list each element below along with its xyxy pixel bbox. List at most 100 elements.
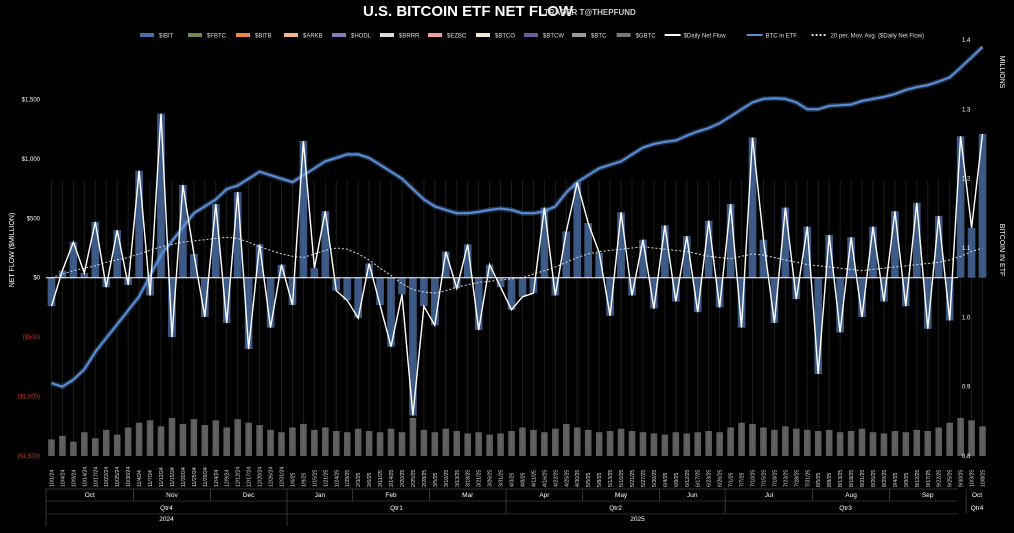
- x-tick-label: 9/22/25: [937, 470, 943, 487]
- legend-item: $HODL: [332, 33, 372, 40]
- chart-title: U.S. BITCOIN ETF NET FLOW: [363, 3, 574, 20]
- volume-bar: [782, 426, 789, 456]
- chart-axes: $1,500 $1,000 $500 $0 ($500) ($1,000) ($1,500)…: [18, 38, 971, 460]
- flow-bars: [47, 113, 987, 416]
- x-tick-label: 12/9/24: [225, 470, 231, 487]
- legend-swatch: [332, 33, 346, 37]
- flow-bar: [69, 242, 78, 278]
- flow-bar: [431, 277, 439, 326]
- volume-bar: [749, 423, 756, 456]
- volume-bar: [617, 428, 625, 456]
- legend-label: $EZBC: [447, 34, 467, 40]
- volume-bar: [300, 423, 307, 456]
- quarter-label: Qtr1: [390, 505, 403, 512]
- volume-bar: [803, 429, 811, 456]
- flow-bar: [803, 226, 812, 278]
- y-tick-label: ($1,500): [18, 454, 40, 460]
- flow-bar: [748, 137, 757, 278]
- legend-swatch: [428, 33, 442, 37]
- x-tick-label: 10/17/24: [93, 467, 99, 487]
- flow-bar: [923, 277, 932, 329]
- volume-bar: [113, 434, 121, 456]
- legend-item: $BTCW: [524, 33, 564, 40]
- x-tick-label: 12/4/24: [214, 470, 220, 487]
- legend-label: $GBTC: [636, 34, 657, 40]
- flow-bar: [880, 277, 888, 302]
- legend-label: $BTCW: [543, 34, 564, 40]
- volume-bar: [48, 439, 55, 456]
- volume-bar: [190, 419, 198, 456]
- x-tick-label: 8/13/25: [838, 470, 844, 487]
- flow-bar: [518, 277, 527, 297]
- flow-bar: [759, 239, 768, 278]
- legend-label: 20 per. Mov. Avg. ($Daily Net Flow): [831, 34, 924, 40]
- volume-bar: [245, 422, 252, 456]
- x-tick-label: 12/20/24: [258, 467, 264, 487]
- flow-bar: [80, 272, 89, 278]
- flow-bar: [496, 277, 505, 288]
- volume-bar: [880, 433, 888, 456]
- x-tick-label: 6/26/25: [718, 470, 724, 487]
- y2-axis-label: BITCOIN IN ETF: [998, 224, 1005, 277]
- flow-bar: [726, 204, 735, 278]
- x-tick-label: 9/4/25: [893, 472, 899, 487]
- volume-bar: [464, 433, 471, 456]
- x-tick-label: 8/26/25: [871, 470, 877, 487]
- x-tick-label: 3/21/25: [477, 470, 483, 487]
- legend-label: $FBTC: [207, 34, 227, 40]
- volume-bar: [212, 420, 220, 456]
- volume-bar: [771, 429, 778, 456]
- x-tick-label: 3/26/25: [488, 470, 494, 487]
- volume-bar: [486, 434, 493, 456]
- flow-bar: [704, 220, 713, 278]
- volume-bar: [793, 428, 800, 456]
- x-tick-label: 5/21/25: [630, 470, 636, 487]
- legend-item: $IBIT: [140, 33, 174, 40]
- flow-bar: [639, 239, 647, 278]
- volume-bar: [508, 431, 515, 456]
- x-tick-label: 11/7/24: [148, 470, 154, 487]
- x-tick-label: 3/31/25: [499, 470, 505, 487]
- flow-bar: [562, 231, 571, 278]
- flow-bar: [551, 277, 560, 296]
- month-label: Jan: [315, 492, 326, 499]
- x-tick-label: 5/5/25: [586, 472, 592, 487]
- series-lines: [50, 45, 985, 416]
- x-tick-label: 9/30/25: [959, 470, 965, 487]
- legend-label: $IBIT: [159, 34, 174, 40]
- x-tick-label: 10/22/24: [104, 467, 110, 487]
- legend-label: $BTC: [591, 34, 607, 40]
- volume-bar: [814, 431, 822, 456]
- volume-bar: [902, 432, 910, 456]
- legend-swatch: [188, 33, 202, 37]
- volume-bar: [497, 433, 504, 456]
- month-label: Aug: [845, 492, 857, 499]
- y2-tick-label: 1.4: [962, 38, 971, 44]
- flow-bar: [91, 221, 100, 278]
- x-tick-label: 4/3/25: [510, 472, 516, 487]
- flow-bar: [135, 170, 143, 278]
- flow-bar: [244, 277, 253, 350]
- flow-bar: [650, 277, 658, 309]
- x-tick-label: 2/11/25: [378, 470, 384, 487]
- volume-bar: [387, 428, 395, 456]
- x-tick-label: 11/20/24: [181, 467, 187, 487]
- x-tick-label: 10/1/24: [49, 470, 55, 487]
- flow-bar: [693, 277, 702, 313]
- volume-bar: [541, 432, 548, 456]
- flow-bar: [978, 133, 987, 278]
- volume-bar: [847, 431, 855, 456]
- x-tick-label: 12/12/24: [236, 467, 242, 487]
- volume-bar: [705, 431, 712, 456]
- y2-tick-label: 1.1: [962, 246, 971, 252]
- y2-unit-label: MILLIONS: [998, 56, 1005, 89]
- flow-bar: [474, 277, 483, 331]
- volume-bar: [332, 431, 340, 456]
- y-tick-label: $500: [27, 216, 41, 222]
- volume-bar: [168, 417, 176, 456]
- x-tick-label: 3/18/25: [466, 470, 472, 487]
- volume-bar: [858, 428, 866, 456]
- x-tick-label: 7/1/25: [729, 472, 735, 487]
- year-label: 2024: [159, 516, 174, 523]
- x-tick-label: 1/21/25: [323, 470, 329, 487]
